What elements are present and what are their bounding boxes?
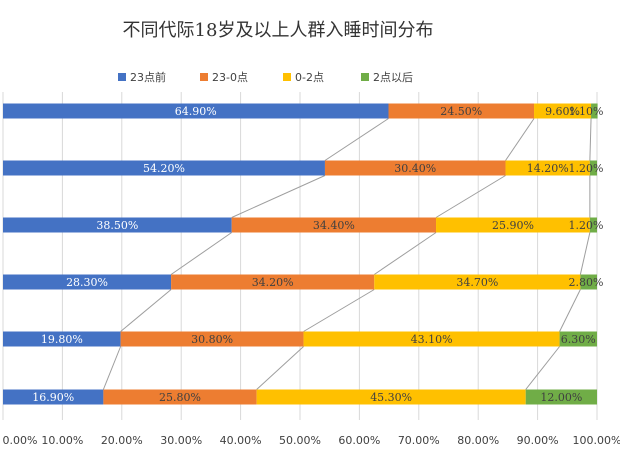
- legend-label: 2点以后: [373, 71, 413, 84]
- legend-swatch: [200, 73, 208, 81]
- legend: 23点前 23-0点 0-2点 2点以后: [118, 70, 413, 84]
- data-label: 38.50%: [96, 219, 138, 232]
- x-tick-label: 80.00%: [457, 434, 499, 447]
- series-line: [505, 118, 535, 161]
- gridlines: [2, 92, 598, 420]
- series-line: [256, 346, 304, 390]
- bar-segment: [591, 103, 598, 119]
- series-line: [589, 118, 592, 161]
- bars: [3, 103, 598, 405]
- data-label: 34.70%: [456, 276, 498, 289]
- data-label: 9.60%: [545, 105, 580, 118]
- data-label: 34.20%: [252, 276, 294, 289]
- bar-segment: [3, 217, 232, 233]
- series-line: [102, 346, 122, 390]
- series-lines: [102, 118, 592, 390]
- series-line: [559, 289, 581, 332]
- bar-segment: [559, 331, 597, 347]
- x-tick-label: 90.00%: [517, 434, 559, 447]
- data-label: 1.20%: [569, 162, 604, 175]
- x-tick-label: 100.00%: [573, 434, 620, 447]
- data-label: 28.30%: [66, 276, 108, 289]
- bar-segment: [534, 103, 592, 119]
- x-tick-label: 20.00%: [101, 434, 143, 447]
- bar-segment: [120, 331, 304, 347]
- bar-segment: [256, 389, 526, 405]
- bar-segment: [3, 331, 121, 347]
- data-label: 1.10%: [569, 105, 604, 118]
- data-label: 45.30%: [370, 391, 412, 404]
- bar-segment: [324, 160, 506, 176]
- data-label: 34.40%: [313, 219, 355, 232]
- data-label: 1.20%: [569, 219, 604, 232]
- bar-segment: [3, 389, 104, 405]
- legend-swatch: [118, 73, 126, 81]
- chart-title: 不同代际18岁及以上人群入睡时间分布: [123, 20, 434, 41]
- data-label: 43.10%: [411, 333, 453, 346]
- data-label: 64.90%: [175, 105, 217, 118]
- x-tick-label: 60.00%: [338, 434, 380, 447]
- legend-swatch: [361, 73, 369, 81]
- series-line: [579, 232, 591, 275]
- legend-label: 0-2点: [295, 71, 324, 84]
- series-line: [303, 289, 375, 332]
- x-tick-label: 30.00%: [160, 434, 202, 447]
- data-label: 2.80%: [569, 276, 604, 289]
- bar-segment: [374, 274, 581, 290]
- bar-segment: [505, 160, 590, 176]
- legend-label: 23点前: [130, 70, 166, 84]
- legend-swatch: [283, 73, 291, 81]
- data-label: 25.90%: [492, 219, 534, 232]
- data-label: 16.90%: [32, 391, 74, 404]
- bar-segment: [580, 274, 597, 290]
- data-label: 14.20%: [527, 162, 569, 175]
- series-line: [373, 232, 437, 275]
- series-line: [324, 118, 389, 161]
- bar-segment: [231, 217, 437, 233]
- bar-segment: [388, 103, 535, 119]
- data-label: 30.40%: [394, 162, 436, 175]
- bar-segment: [589, 217, 597, 233]
- bar-segment: [303, 331, 560, 347]
- data-label: 24.50%: [440, 105, 482, 118]
- x-tick-label: 70.00%: [398, 434, 440, 447]
- data-label: 54.20%: [143, 162, 185, 175]
- bar-segment: [3, 103, 389, 119]
- bar-segment: [103, 389, 257, 405]
- series-line: [170, 232, 232, 275]
- bar-segment: [525, 389, 597, 405]
- x-tick-label: 50.00%: [279, 434, 321, 447]
- data-label: 12.00%: [540, 391, 582, 404]
- x-tick-label: 10.00%: [41, 434, 83, 447]
- series-line: [525, 346, 560, 390]
- legend-label: 23-0点: [212, 71, 248, 84]
- bar-segment: [171, 274, 375, 290]
- bar-segment: [589, 160, 597, 176]
- x-axis-ticks: 0.00% 10.00% 20.00% 30.00% 40.00% 50.00% 60.00…: [3, 434, 620, 447]
- data-label: 19.80%: [41, 333, 83, 346]
- data-label: 25.80%: [159, 391, 201, 404]
- series-line: [120, 289, 172, 332]
- bar-segment: [3, 274, 172, 290]
- data-label: 6.30%: [561, 333, 596, 346]
- x-tick-label: 40.00%: [220, 434, 262, 447]
- bar-segment: [3, 160, 325, 176]
- bar-segment: [436, 217, 590, 233]
- series-line: [435, 175, 506, 218]
- x-tick-label: 0.00%: [3, 434, 38, 447]
- data-labels: 64.90% 24.50% 9.60%1.10% 54.20% 30.40% 14.20%…: [32, 105, 603, 404]
- data-label: 30.80%: [191, 333, 233, 346]
- series-line: [231, 175, 326, 218]
